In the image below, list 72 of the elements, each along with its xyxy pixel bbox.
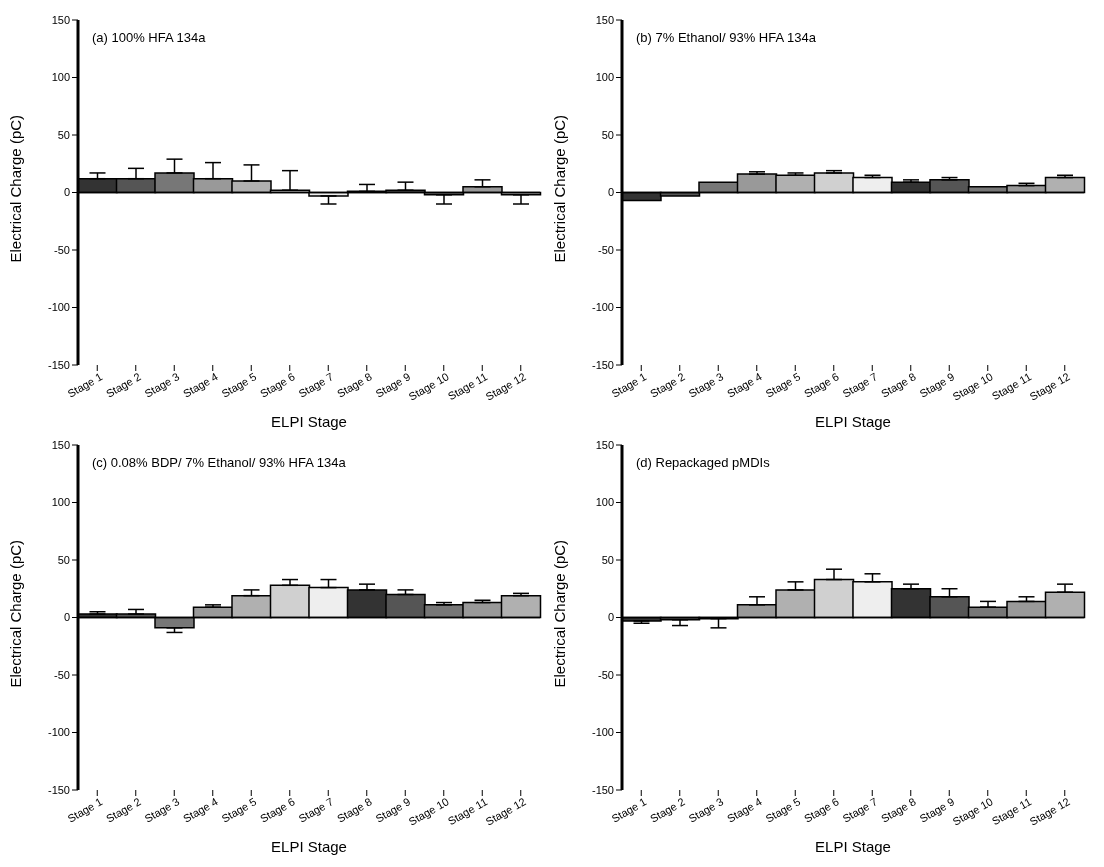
text: (c) 0.08% BDP/ 7% Ethanol/ 93% HFA 134a — [92, 455, 346, 470]
x-tick-label: Stage 7 — [840, 795, 880, 825]
y-tick-label: -150 — [591, 358, 614, 371]
y-tick-label: 100 — [51, 496, 70, 509]
y-tick-label: -50 — [54, 243, 70, 256]
x-tick-label: Stage 7 — [296, 795, 336, 825]
x-tick-label: Stage 2 — [103, 370, 143, 400]
x-tick-label: Stage 2 — [647, 370, 687, 400]
x-tick-label: Stage 5 — [763, 795, 803, 825]
y-tick-label: -150 — [591, 783, 614, 796]
x-tick-label: Stage 5 — [763, 370, 803, 400]
x-axis-title: ELPI Stage — [815, 838, 891, 855]
x-tick-label: Stage 2 — [103, 795, 143, 825]
y-axis-title: Electrical Charge (pC) — [7, 539, 25, 688]
x-tick-label: Stage 7 — [296, 370, 336, 400]
x-tick-label: Stage 2 — [647, 795, 687, 825]
text: (a) 100% HFA 134a — [92, 30, 206, 45]
y-tick-label: 100 — [595, 71, 614, 84]
y-tick-label: -150 — [47, 358, 70, 371]
y-tick-label: -150 — [47, 783, 70, 796]
x-tick-label: Stage 4 — [180, 370, 220, 400]
x-tick-label: Stage 3 — [142, 370, 182, 400]
y-tick-label: -100 — [47, 301, 70, 314]
x-tick-label: Stage 1 — [609, 370, 649, 400]
y-tick-label: 100 — [595, 496, 614, 509]
x-tick-label: Stage 6 — [257, 370, 297, 400]
x-tick-label: Stage 1 — [609, 795, 649, 825]
y-tick-label: 50 — [601, 128, 614, 141]
y-axis-title: Electrical Charge (pC) — [7, 114, 25, 263]
x-tick-label: Stage 3 — [142, 795, 182, 825]
x-tick-label: Stage 8 — [334, 370, 374, 400]
y-tick-label: 50 — [601, 553, 614, 566]
x-tick-label: Stage 3 — [686, 795, 726, 825]
y-tick-label: 50 — [57, 128, 70, 141]
y-tick-label: 0 — [607, 611, 614, 624]
x-axis-title: ELPI Stage — [271, 838, 347, 855]
x-tick-label: Stage 7 — [840, 370, 880, 400]
y-tick-label: -100 — [591, 726, 614, 739]
y-tick-label: 0 — [63, 611, 70, 624]
x-tick-label: Stage 5 — [219, 370, 259, 400]
y-tick-label: 150 — [51, 13, 70, 26]
y-tick-label: -50 — [598, 668, 614, 681]
x-tick-label: Stage 4 — [724, 795, 764, 825]
y-tick-label: 0 — [607, 186, 614, 199]
y-tick-label: 150 — [51, 438, 70, 451]
x-tick-label: Stage 8 — [334, 795, 374, 825]
y-tick-label: -100 — [591, 301, 614, 314]
x-tick-label: Stage 4 — [180, 795, 220, 825]
y-tick-label: -50 — [598, 243, 614, 256]
x-axis-title: ELPI Stage — [271, 413, 347, 430]
x-tick-label: Stage 4 — [724, 370, 764, 400]
x-axis-title: ELPI Stage — [815, 413, 891, 430]
x-tick-label: Stage 5 — [219, 795, 259, 825]
x-tick-label: Stage 6 — [801, 795, 841, 825]
y-tick-label: 150 — [595, 13, 614, 26]
y-tick-label: 100 — [51, 71, 70, 84]
y-axis-title: Electrical Charge (pC) — [551, 114, 569, 263]
y-tick-label: 150 — [595, 438, 614, 451]
text: (d) Repackaged pMDIs — [636, 455, 770, 470]
y-axis-title: Electrical Charge (pC) — [551, 539, 569, 688]
y-tick-label: 50 — [57, 553, 70, 566]
x-tick-label: Stage 6 — [801, 370, 841, 400]
x-tick-label: Stage 1 — [65, 370, 105, 400]
x-tick-label: Stage 1 — [65, 795, 105, 825]
x-tick-label: Stage 6 — [257, 795, 297, 825]
x-tick-label: Stage 8 — [878, 795, 918, 825]
text: (b) 7% Ethanol/ 93% HFA 134a — [636, 30, 816, 45]
y-tick-label: 0 — [63, 186, 70, 199]
x-tick-label: Stage 3 — [686, 370, 726, 400]
y-tick-label: -50 — [54, 668, 70, 681]
y-tick-label: -100 — [47, 726, 70, 739]
x-tick-label: Stage 8 — [878, 370, 918, 400]
